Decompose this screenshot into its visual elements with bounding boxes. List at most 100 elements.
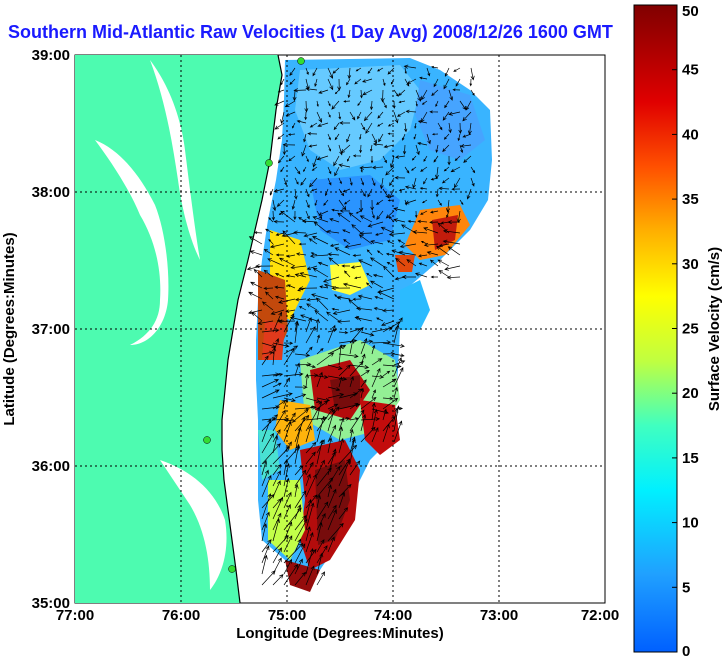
- velocity-arrow: [276, 199, 285, 207]
- velocity-arrow: [269, 243, 285, 249]
- velocity-arrow: [465, 100, 472, 111]
- velocity-arrow: [382, 100, 387, 109]
- velocity-arrow: [280, 166, 285, 173]
- velocity-arrow: [261, 432, 274, 454]
- velocity-arrow: [382, 308, 395, 313]
- velocity-arrow: [248, 291, 263, 300]
- velocity-arrow: [382, 342, 405, 348]
- velocity-arrow: [339, 121, 351, 125]
- velocity-arrow: [272, 446, 291, 465]
- velocity-arrow: [460, 144, 472, 148]
- velocity-arrow: [316, 477, 334, 498]
- velocity-arrow: [327, 536, 335, 553]
- velocity-arrow: [334, 247, 351, 256]
- velocity-arrow: [334, 89, 340, 95]
- velocity-arrow: [414, 122, 417, 129]
- velocity-arrow: [376, 210, 384, 220]
- colorbar-tick-label: 50: [682, 3, 699, 20]
- velocity-arrow: [327, 111, 331, 118]
- velocity-arrow: [349, 402, 359, 410]
- velocity-arrow: [382, 265, 395, 278]
- velocity-arrow: [371, 210, 375, 219]
- velocity-arrow: [367, 188, 373, 198]
- velocity-arrow: [314, 199, 318, 207]
- velocity-arrow: [304, 100, 309, 113]
- velocity-arrow: [389, 155, 395, 169]
- velocity-arrow: [370, 239, 384, 245]
- velocity-arrow: [366, 272, 373, 278]
- velocity-arrow: [275, 253, 285, 257]
- velocity-arrow: [316, 407, 334, 432]
- velocity-arrow: [290, 265, 307, 270]
- velocity-arrow: [337, 319, 351, 324]
- velocity-arrow: [311, 293, 329, 300]
- velocity-arrow: [370, 199, 375, 211]
- velocity-arrow: [415, 100, 418, 107]
- velocity-arrow: [305, 473, 311, 487]
- velocity-arrow: [450, 166, 461, 173]
- velocity-arrow: [359, 165, 373, 170]
- velocity-arrow: [283, 463, 291, 487]
- velocity-arrow: [283, 372, 304, 377]
- velocity-arrow: [470, 89, 475, 96]
- velocity-arrow: [305, 317, 312, 333]
- velocity-arrow: [305, 532, 314, 553]
- velocity-arrow: [389, 188, 395, 199]
- velocity-arrow: [272, 409, 286, 432]
- velocity-arrow: [444, 100, 450, 109]
- velocity-arrow: [316, 512, 326, 531]
- velocity-arrow: [269, 188, 274, 196]
- station-marker: [228, 565, 236, 573]
- velocity-arrow: [380, 89, 385, 103]
- velocity-arrow: [317, 122, 329, 128]
- velocity-arrow: [354, 276, 362, 280]
- velocity-arrow: [327, 133, 331, 141]
- velocity-arrow: [338, 416, 351, 421]
- velocity-arrow: [407, 219, 417, 223]
- velocity-arrow: [448, 111, 461, 116]
- velocity-arrow: [294, 490, 307, 509]
- velocity-arrow: [283, 458, 289, 476]
- velocity-arrow: [419, 187, 428, 190]
- velocity-arrow: [293, 210, 297, 221]
- velocity-arrow: [454, 155, 461, 162]
- velocity-arrow: [265, 228, 274, 234]
- velocity-arrow: [312, 155, 318, 168]
- velocity-arrow: [283, 491, 292, 509]
- velocity-arrow: [451, 187, 461, 191]
- velocity-arrow: [369, 100, 374, 111]
- velocity-arrow: [387, 199, 395, 202]
- x-tick-label: 72:00: [581, 607, 619, 624]
- velocity-arrow: [304, 111, 308, 121]
- velocity-arrow: [448, 122, 452, 134]
- velocity-arrow: [466, 188, 472, 200]
- velocity-arrow: [421, 100, 428, 105]
- velocity-arrow: [261, 469, 269, 487]
- colorbar-tick-label: 0: [682, 643, 690, 659]
- velocity-arrow: [328, 257, 340, 267]
- velocity-arrow: [417, 120, 428, 124]
- velocity-arrow: [283, 558, 292, 575]
- velocity-arrow: [348, 212, 362, 223]
- velocity-arrow: [377, 122, 384, 127]
- velocity-arrow: [370, 156, 374, 164]
- velocity-arrow: [398, 188, 406, 192]
- velocity-arrow: [360, 177, 365, 186]
- velocity-arrow: [359, 133, 362, 140]
- velocity-arrow: [283, 341, 294, 345]
- velocity-arrow: [294, 571, 307, 586]
- velocity-arrow: [362, 89, 373, 96]
- velocity-arrow: [327, 345, 347, 355]
- velocity-arrow: [272, 373, 284, 377]
- velocity-arrow: [305, 155, 309, 163]
- velocity-arrow: [359, 199, 364, 213]
- velocity-arrow: [359, 215, 373, 223]
- velocity-arrow: [338, 483, 352, 498]
- velocity-arrow: [430, 177, 439, 181]
- velocity-arrow: [391, 249, 406, 256]
- velocity-arrow: [426, 251, 439, 256]
- velocity-arrow: [300, 177, 307, 186]
- velocity-arrow: [360, 426, 376, 443]
- velocity-arrow: [261, 460, 268, 476]
- velocity-arrow: [438, 243, 450, 248]
